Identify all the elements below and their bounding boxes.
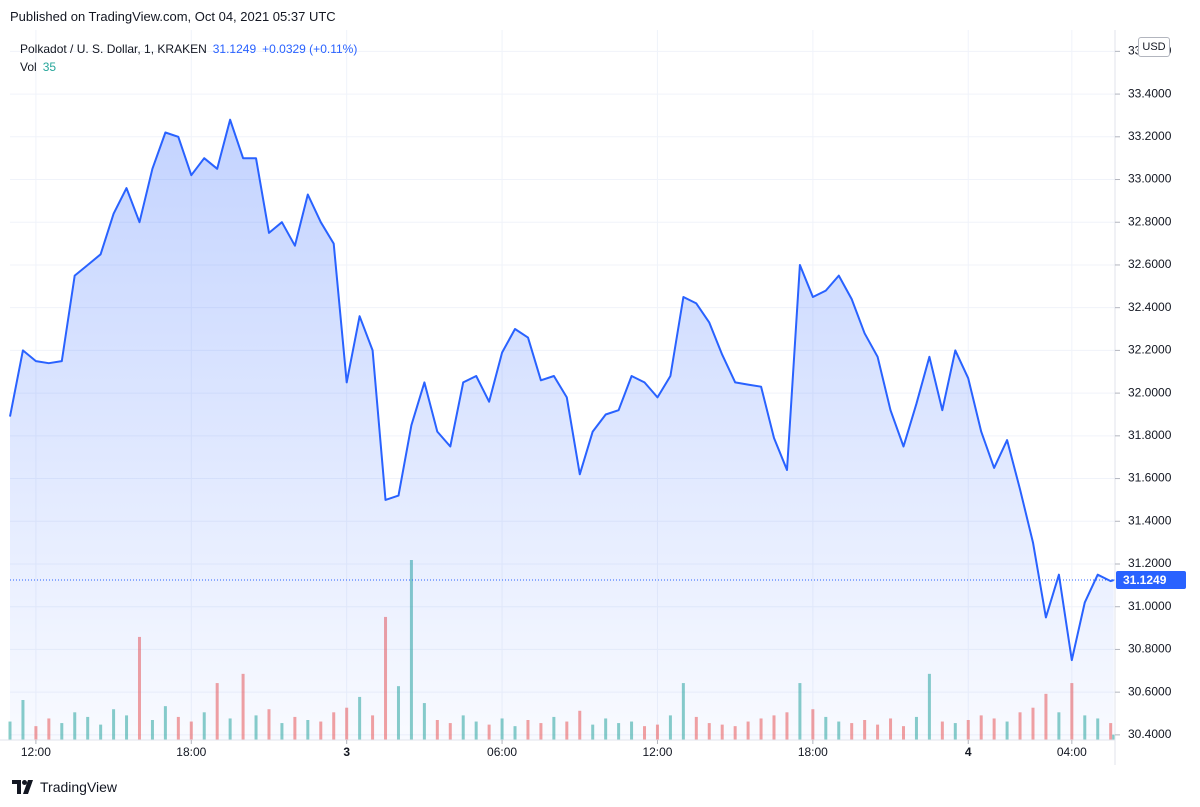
y-tick-label: 31.2000: [1128, 556, 1172, 570]
y-tick-label: 30.8000: [1128, 642, 1172, 656]
volume-bar: [1112, 734, 1116, 740]
y-tick-label: 33.0000: [1128, 172, 1172, 186]
y-tick-label: 32.0000: [1128, 385, 1172, 399]
x-tick-label: 06:00: [487, 745, 517, 759]
area-fill: [10, 119, 1114, 740]
y-tick-label: 33.4000: [1128, 86, 1172, 100]
currency-button[interactable]: USD: [1138, 37, 1170, 57]
y-tick-label: 32.4000: [1128, 300, 1172, 314]
published-note: Published on TradingView.com, Oct 04, 20…: [10, 9, 336, 24]
symbol-title: Polkadot / U. S. Dollar, 1, KRAKEN: [20, 42, 207, 56]
x-tick-label: 04:00: [1057, 745, 1087, 759]
price-line: [9, 118, 1115, 662]
y-tick-label: 31.0000: [1128, 599, 1172, 613]
y-tick-label: 30.4000: [1128, 727, 1172, 741]
x-tick-label: 18:00: [176, 745, 206, 759]
volume-row: Vol 35: [20, 58, 357, 76]
y-tick-label: 32.6000: [1128, 257, 1172, 271]
brand-logo: [12, 780, 33, 794]
price-change: +0.0329 (+0.11%): [262, 42, 358, 56]
brand-name: TradingView: [40, 779, 118, 795]
y-tick-label: 31.8000: [1128, 428, 1172, 442]
last-price-badge: [1116, 571, 1186, 590]
y-tick-label: 31.4000: [1128, 513, 1172, 527]
last-price: 31.1249: [212, 42, 257, 56]
volume-value: 35: [42, 60, 57, 74]
last-price-label: 31.1249: [1123, 573, 1167, 587]
x-tick-label: 18:00: [798, 745, 828, 759]
y-tick-label: 31.6000: [1128, 471, 1172, 485]
y-tick-label: 32.2000: [1128, 343, 1172, 357]
legend: Polkadot / U. S. Dollar, 1, KRAKEN 31.124…: [20, 40, 357, 76]
x-tick-label: 12:00: [21, 745, 51, 759]
y-tick-label: 32.8000: [1128, 214, 1172, 228]
y-tick-label: 30.6000: [1128, 684, 1172, 698]
volume-label: Vol: [20, 60, 37, 74]
brand: TradingView: [12, 779, 117, 795]
x-tick-label: 4: [965, 745, 972, 759]
x-tick-label: 12:00: [642, 745, 672, 759]
y-tick-label: 33.2000: [1128, 129, 1172, 143]
symbol-row: Polkadot / U. S. Dollar, 1, KRAKEN 31.124…: [20, 40, 357, 58]
x-tick-label: 3: [343, 745, 350, 759]
